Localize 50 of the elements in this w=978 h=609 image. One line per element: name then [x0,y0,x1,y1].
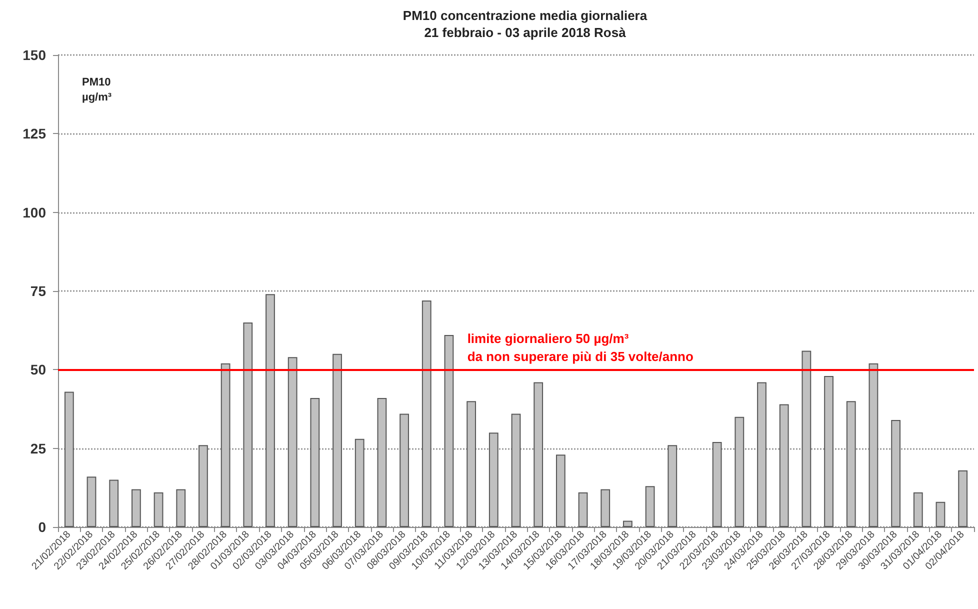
bar [488,432,498,527]
bar [400,414,409,527]
bar [846,401,856,527]
bar [556,454,566,527]
bar [86,476,96,527]
y-tick-label: 25 [30,440,46,456]
bar [600,489,610,527]
bar [824,376,834,527]
bar [712,442,722,527]
y-tick-label: 100 [22,204,46,220]
bar [891,420,900,527]
bar [132,489,141,527]
bar [332,354,342,527]
bar [511,414,521,527]
bar [243,322,253,527]
bar [288,357,298,527]
bar [444,335,454,527]
bar [958,470,968,527]
bar [377,398,387,527]
bar [109,480,119,527]
bar [578,492,588,527]
bar [176,489,186,527]
bar [354,438,364,527]
bar [868,363,878,527]
chart-title: PM10 concentrazione media giornaliera 21 febbraio - 03 aprile 2018 Rosà [402,8,648,40]
y-tick-label: 75 [30,283,46,299]
ref-line-label: limite giornaliero 50 µg/m³ da non superare più di 35 volte/anno [467,331,694,364]
bar [422,300,432,527]
bar [623,520,632,527]
bar [220,363,230,527]
bar [913,492,923,527]
bar [310,398,320,527]
y-axis-title: PM10 µg/m³ [82,76,112,104]
y-tick-label: 50 [30,362,46,378]
bar [645,486,655,527]
bar [534,382,544,527]
bar [266,294,275,527]
y-tick-label: 150 [22,47,46,63]
bar [757,382,766,527]
bar [734,416,744,527]
bar [936,502,946,527]
y-tick-label: 125 [22,126,46,142]
bar [779,404,789,527]
bar [466,401,476,527]
bar [64,392,74,527]
bar [802,350,812,527]
bar [154,492,164,527]
bar [198,445,208,527]
y-tick-label: 0 [38,519,46,535]
bar [668,445,678,527]
